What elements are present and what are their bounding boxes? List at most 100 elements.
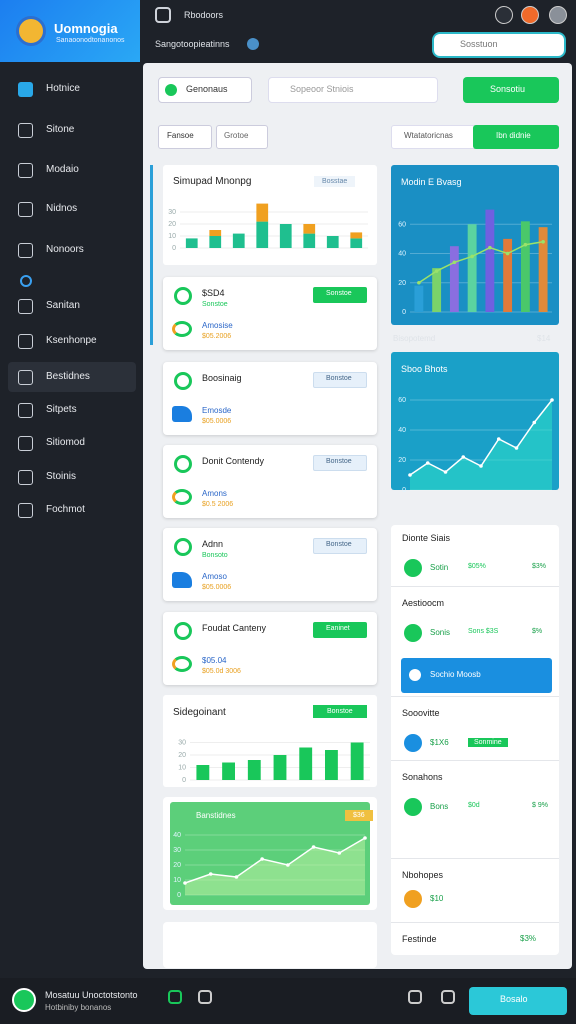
divider bbox=[391, 696, 559, 697]
sort-select[interactable] bbox=[216, 125, 268, 149]
nav-item[interactable]: Fochmot bbox=[46, 504, 85, 515]
footer-icon[interactable] bbox=[441, 990, 455, 1004]
button-label: Bonstoe bbox=[326, 458, 352, 465]
card-button[interactable] bbox=[313, 287, 367, 303]
tab-active[interactable] bbox=[473, 125, 559, 149]
nav-icon bbox=[18, 123, 33, 138]
card-title: $SD4 bbox=[202, 288, 225, 298]
chart-title: Simupad Mnonpg bbox=[173, 176, 252, 187]
card-title: Boosinaig bbox=[202, 373, 242, 383]
tab[interactable]: Wtatatoricnas bbox=[404, 131, 453, 140]
primary-button[interactable] bbox=[463, 77, 559, 103]
sort-select[interactable] bbox=[158, 125, 212, 149]
user-role: Hotbiniby bonanos bbox=[45, 1003, 112, 1012]
row-value: $% bbox=[532, 628, 543, 635]
chart-title: Modin E Bvasg bbox=[401, 177, 462, 187]
status-dot bbox=[247, 38, 259, 50]
section-title: Sonahons bbox=[402, 772, 443, 782]
card-button[interactable] bbox=[313, 622, 367, 638]
section-title: Nbohopes bbox=[402, 870, 444, 880]
card-icon bbox=[174, 538, 192, 556]
row-value: Sons $3S bbox=[468, 628, 499, 635]
nav-item[interactable]: Hotnice bbox=[46, 83, 80, 94]
nav-item[interactable]: Sanitan bbox=[46, 300, 80, 311]
nav-item[interactable]: Bestidnes bbox=[46, 371, 90, 382]
nav-item[interactable]: Stoinis bbox=[46, 471, 77, 482]
top-icon[interactable] bbox=[521, 6, 539, 24]
input-placeholder: Sopeoor Stniois bbox=[290, 84, 354, 94]
divider bbox=[391, 586, 559, 587]
input[interactable] bbox=[268, 77, 438, 103]
nav-item[interactable]: Sitpets bbox=[46, 404, 77, 415]
card-title: Emosde bbox=[202, 406, 232, 415]
nav-icon bbox=[20, 275, 32, 287]
select-icon bbox=[165, 84, 177, 96]
card-note: $05.0006 bbox=[202, 584, 232, 591]
chart-caption: Bisopotemd bbox=[393, 334, 436, 343]
tab: Ibn didnie bbox=[496, 131, 531, 140]
button-label: Sonstoe bbox=[326, 290, 352, 297]
avatar bbox=[12, 988, 36, 1012]
nav-item[interactable]: Sitone bbox=[46, 124, 75, 135]
row-label: Sotin bbox=[430, 563, 449, 572]
top-icon[interactable] bbox=[549, 6, 567, 24]
breadcrumb: Sangotoopieatinns bbox=[155, 39, 230, 49]
nav-icon bbox=[18, 470, 33, 485]
search-placeholder: Sosstuon bbox=[460, 39, 498, 49]
card-title: Amosise bbox=[202, 321, 233, 330]
card-title: Amons bbox=[202, 489, 227, 498]
card-icon bbox=[172, 572, 192, 588]
card-note: Sonstoe bbox=[202, 301, 228, 308]
card-button[interactable] bbox=[313, 455, 367, 471]
top-icon[interactable] bbox=[495, 6, 513, 24]
banner-icon bbox=[409, 669, 421, 681]
card-icon bbox=[174, 622, 192, 640]
card-icon bbox=[174, 372, 192, 390]
chart-button[interactable]: Bonstoe bbox=[313, 705, 367, 718]
card-icon bbox=[172, 321, 192, 337]
card-note: $0.5 2006 bbox=[202, 501, 234, 508]
row-icon bbox=[404, 559, 422, 577]
card-note: $05.0006 bbox=[202, 418, 232, 425]
nav-item[interactable]: Ksenhonpe bbox=[46, 335, 97, 346]
button-label: Bonstoe bbox=[326, 541, 352, 548]
row-value: $ 9% bbox=[532, 802, 548, 809]
section-title: Sooovitte bbox=[402, 708, 440, 718]
card-title: Foudat Canteny bbox=[202, 623, 267, 633]
row-button[interactable]: Sonmine bbox=[468, 738, 508, 747]
card-icon bbox=[174, 287, 192, 305]
scroll-indicator bbox=[150, 165, 153, 345]
workspace[interactable]: Rbodoors bbox=[184, 10, 224, 20]
footer-icon[interactable] bbox=[168, 990, 182, 1004]
card-title: Amoso bbox=[202, 572, 227, 581]
nav-icon bbox=[18, 163, 33, 178]
banner-label: Sochio Moosb bbox=[430, 670, 481, 679]
select[interactable] bbox=[158, 77, 252, 103]
chevron bbox=[124, 164, 132, 174]
nav-item[interactable]: Sitiomod bbox=[46, 437, 85, 448]
card-button[interactable] bbox=[313, 538, 367, 554]
nav-active bbox=[8, 362, 136, 392]
user-name: Mosatuu Unoctotstonto bbox=[45, 990, 138, 1000]
row-value: $05% bbox=[468, 563, 486, 570]
row-icon bbox=[404, 798, 422, 816]
nav-icon bbox=[18, 503, 33, 518]
divider bbox=[391, 858, 559, 859]
chart-badge: Bosstae bbox=[314, 176, 356, 187]
chart-badge: $36 bbox=[345, 810, 373, 821]
search-box[interactable] bbox=[432, 32, 566, 58]
nav-item[interactable]: Nonoors bbox=[46, 244, 84, 255]
card-button[interactable] bbox=[313, 372, 367, 388]
nav-item[interactable]: Nidnos bbox=[46, 203, 78, 214]
row-value: $0d bbox=[468, 802, 480, 809]
section-title: Aestioocm bbox=[402, 598, 445, 608]
row-label: $10 bbox=[430, 894, 444, 903]
footer-icon[interactable] bbox=[408, 990, 422, 1004]
footer-icon[interactable] bbox=[198, 990, 212, 1004]
row-label: $1X6 bbox=[430, 738, 449, 747]
nav-item[interactable]: Modaio bbox=[46, 164, 79, 175]
nav-icon bbox=[18, 370, 33, 385]
footer-button[interactable] bbox=[469, 987, 567, 1015]
banner[interactable] bbox=[401, 658, 552, 693]
